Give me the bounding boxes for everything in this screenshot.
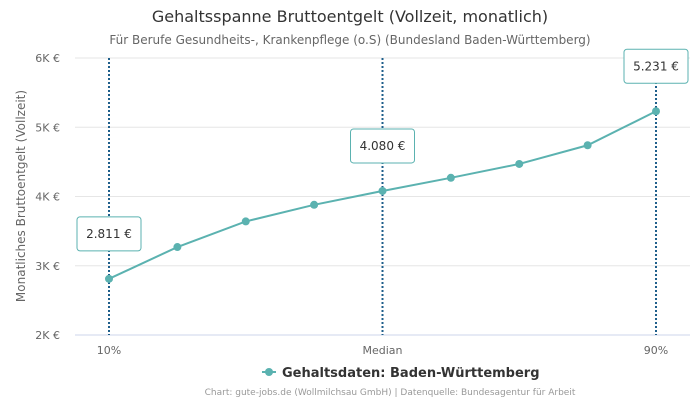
data-point[interactable]	[173, 243, 182, 252]
chart-title: Gehaltsspanne Bruttoentgelt (Vollzeit, m…	[152, 7, 548, 26]
x-tick-label: 90%	[644, 344, 668, 357]
value-callout: 4.080 €	[350, 128, 415, 164]
data-point[interactable]	[583, 141, 592, 150]
y-tick-label: 4K €	[35, 191, 60, 204]
series-line	[105, 107, 660, 283]
x-tick-label: Median	[362, 344, 402, 357]
y-tick-label: 3K €	[35, 260, 60, 273]
data-point[interactable]	[241, 217, 250, 226]
x-axis-ticks: 10% Median 90%	[97, 344, 668, 357]
chart-subtitle: Für Berufe Gesundheits-, Krankenpflege (…	[109, 33, 590, 47]
y-axis-ticks: 2K € 3K € 4K € 5K € 6K €	[35, 52, 60, 342]
legend[interactable]: Gehaltsdaten: Baden-Württemberg	[262, 366, 540, 381]
legend-marker-icon	[265, 368, 273, 376]
callout-label: 2.811 €	[86, 227, 132, 241]
y-tick-label: 6K €	[35, 52, 60, 65]
x-tick-label: 10%	[97, 344, 121, 357]
y-tick-label: 2K €	[35, 329, 60, 342]
value-callout: 2.811 €	[76, 216, 142, 252]
data-point[interactable]	[378, 186, 387, 195]
callout-box	[623, 48, 689, 84]
legend-label[interactable]: Gehaltsdaten: Baden-Württemberg	[282, 366, 540, 381]
value-callouts: 2.811 € 4.080 € 5.231 €	[76, 48, 689, 252]
data-point[interactable]	[515, 159, 524, 168]
value-callout: 5.231 €	[623, 48, 689, 84]
chart-credits[interactable]: Chart: gute-jobs.de (Wollmilchsau GmbH) …	[205, 388, 576, 398]
data-point[interactable]	[310, 200, 319, 209]
callout-label: 4.080 €	[360, 139, 406, 153]
y-axis-label: Monatliches Bruttoentgelt (Vollzeit)	[14, 90, 28, 302]
y-tick-label: 5K €	[35, 121, 60, 134]
callout-label: 5.231 €	[633, 59, 679, 73]
callout-box	[350, 128, 415, 164]
data-point[interactable]	[652, 107, 660, 116]
data-point[interactable]	[105, 274, 113, 283]
callout-box	[76, 216, 142, 252]
data-point[interactable]	[446, 173, 455, 182]
